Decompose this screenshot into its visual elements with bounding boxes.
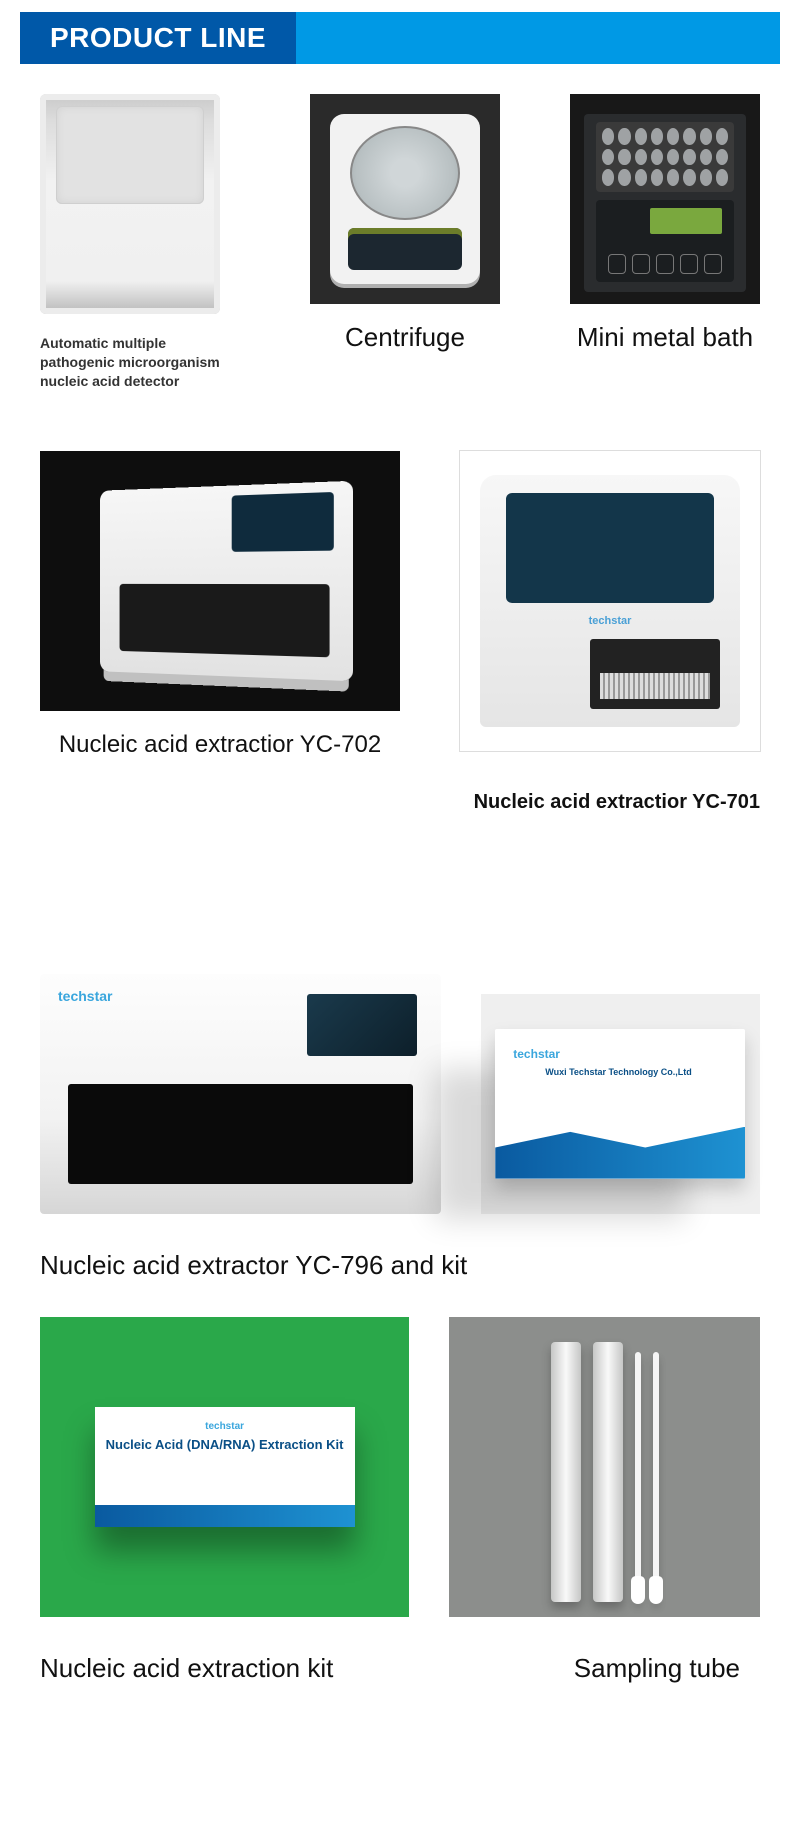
product-row-4: techstar Nucleic Acid (DNA/RNA) Extracti… — [0, 1281, 800, 1617]
section-banner: PRODUCT LINE — [20, 12, 780, 64]
yc796-brand-logo: techstar — [58, 988, 112, 1004]
sampling-tube-image — [449, 1317, 760, 1617]
kit-company-label: Wuxi Techstar Technology Co.,Ltd — [545, 1067, 692, 1077]
extraction-kit-image: techstar Nucleic Acid (DNA/RNA) Extracti… — [40, 1317, 409, 1617]
kit-box-image: techstar Wuxi Techstar Technology Co.,Lt… — [481, 994, 760, 1214]
product-card-yc702: Nucleic acid extractior YC-702 — [40, 451, 400, 759]
product-row-1: Automatic multiple pathogenic microorgan… — [0, 94, 800, 391]
dna-kit-brand: techstar — [95, 1421, 355, 1432]
row4-captions: Nucleic acid extraction kit Sampling tub… — [0, 1617, 800, 1724]
yc796-caption: Nucleic acid extractor YC-796 and kit — [0, 1250, 800, 1281]
yc702-image — [40, 451, 400, 711]
yc796-image: techstar — [40, 974, 441, 1214]
centrifuge-caption: Centrifuge — [310, 322, 500, 353]
centrifuge-image — [310, 94, 500, 304]
detector-caption: Automatic multiple pathogenic microorgan… — [40, 334, 240, 391]
extraction-kit-caption: Nucleic acid extraction kit — [40, 1653, 333, 1684]
yc702-caption: Nucleic acid extractior YC-702 — [40, 731, 400, 759]
metalbath-caption: Mini metal bath — [570, 322, 760, 353]
banner-fill — [296, 12, 780, 64]
yc701-image: techstar — [460, 451, 760, 751]
detector-image — [40, 94, 220, 314]
product-row-3: techstar techstar Wuxi Techstar Technolo… — [0, 814, 800, 1214]
product-row-2: Nucleic acid extractior YC-702 techstar — [0, 391, 800, 759]
sampling-tube-caption: Sampling tube — [574, 1653, 800, 1684]
banner-title: PRODUCT LINE — [20, 12, 296, 64]
product-card-centrifuge: Centrifuge — [310, 94, 500, 353]
product-card-detector: Automatic multiple pathogenic microorgan… — [40, 94, 240, 391]
dna-kit-title: Nucleic Acid (DNA/RNA) Extraction Kit — [95, 1437, 355, 1452]
metalbath-image — [570, 94, 760, 304]
yc701-brand-logo: techstar — [480, 615, 740, 627]
kit-brand-label: techstar — [513, 1047, 560, 1061]
yc701-caption: Nucleic acid extractior YC-701 — [0, 791, 800, 814]
product-card-metalbath: Mini metal bath — [570, 94, 760, 353]
product-card-yc701: techstar — [460, 451, 760, 751]
